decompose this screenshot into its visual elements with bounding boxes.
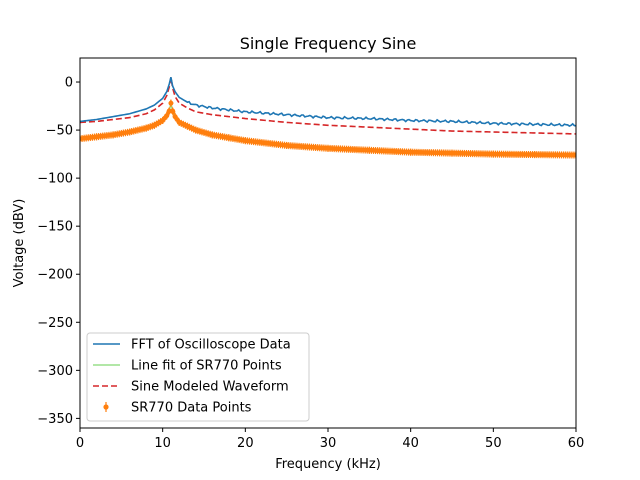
x-tick-label: 20 bbox=[237, 436, 254, 451]
y-axis: 0 −50 −100 −150 −200 −250 −300 −350 bbox=[37, 76, 80, 427]
data-point bbox=[168, 100, 174, 106]
x-axis: 0 10 20 30 40 50 60 bbox=[76, 428, 584, 451]
y-tick-label: −150 bbox=[37, 220, 73, 235]
y-tick-label: −50 bbox=[46, 124, 73, 139]
legend: FFT of Oscilloscope Data Line fit of SR77… bbox=[86, 332, 310, 422]
series-line-fft-of-oscilloscope-data bbox=[80, 77, 576, 128]
y-tick-label: −250 bbox=[37, 316, 73, 331]
y-axis-label: Voltage (dBV) bbox=[12, 199, 27, 288]
legend-box bbox=[86, 332, 310, 422]
data-point bbox=[164, 113, 170, 119]
y-tick-label: −350 bbox=[37, 412, 73, 427]
x-tick-label: 0 bbox=[76, 436, 84, 451]
y-tick-label: −200 bbox=[37, 268, 73, 283]
y-tick-label: −300 bbox=[37, 364, 73, 379]
chart-title: Single Frequency Sine bbox=[240, 34, 417, 53]
x-tick-label: 50 bbox=[485, 436, 502, 451]
legend-entry-label: SR770 Data Points bbox=[131, 401, 252, 416]
x-tick-label: 10 bbox=[154, 436, 171, 451]
legend-entry-label: FFT of Oscilloscope Data bbox=[131, 338, 291, 353]
x-tick-label: 40 bbox=[402, 436, 419, 451]
legend-entry-label: Sine Modeled Waveform bbox=[131, 380, 289, 395]
data-point bbox=[166, 108, 172, 114]
y-tick-label: −100 bbox=[37, 172, 73, 187]
data-point bbox=[573, 152, 576, 158]
x-tick-label: 60 bbox=[568, 436, 585, 451]
x-axis-label: Frequency (kHz) bbox=[275, 457, 381, 472]
y-tick-label: 0 bbox=[65, 76, 73, 91]
plot-area bbox=[80, 77, 576, 159]
data-point bbox=[170, 109, 176, 115]
series-line-sine-modeled-waveform bbox=[80, 77, 576, 135]
legend-entry-label: Line fit of SR770 Points bbox=[131, 359, 282, 374]
legend-swatch-marker bbox=[103, 404, 109, 410]
x-tick-label: 30 bbox=[320, 436, 337, 451]
